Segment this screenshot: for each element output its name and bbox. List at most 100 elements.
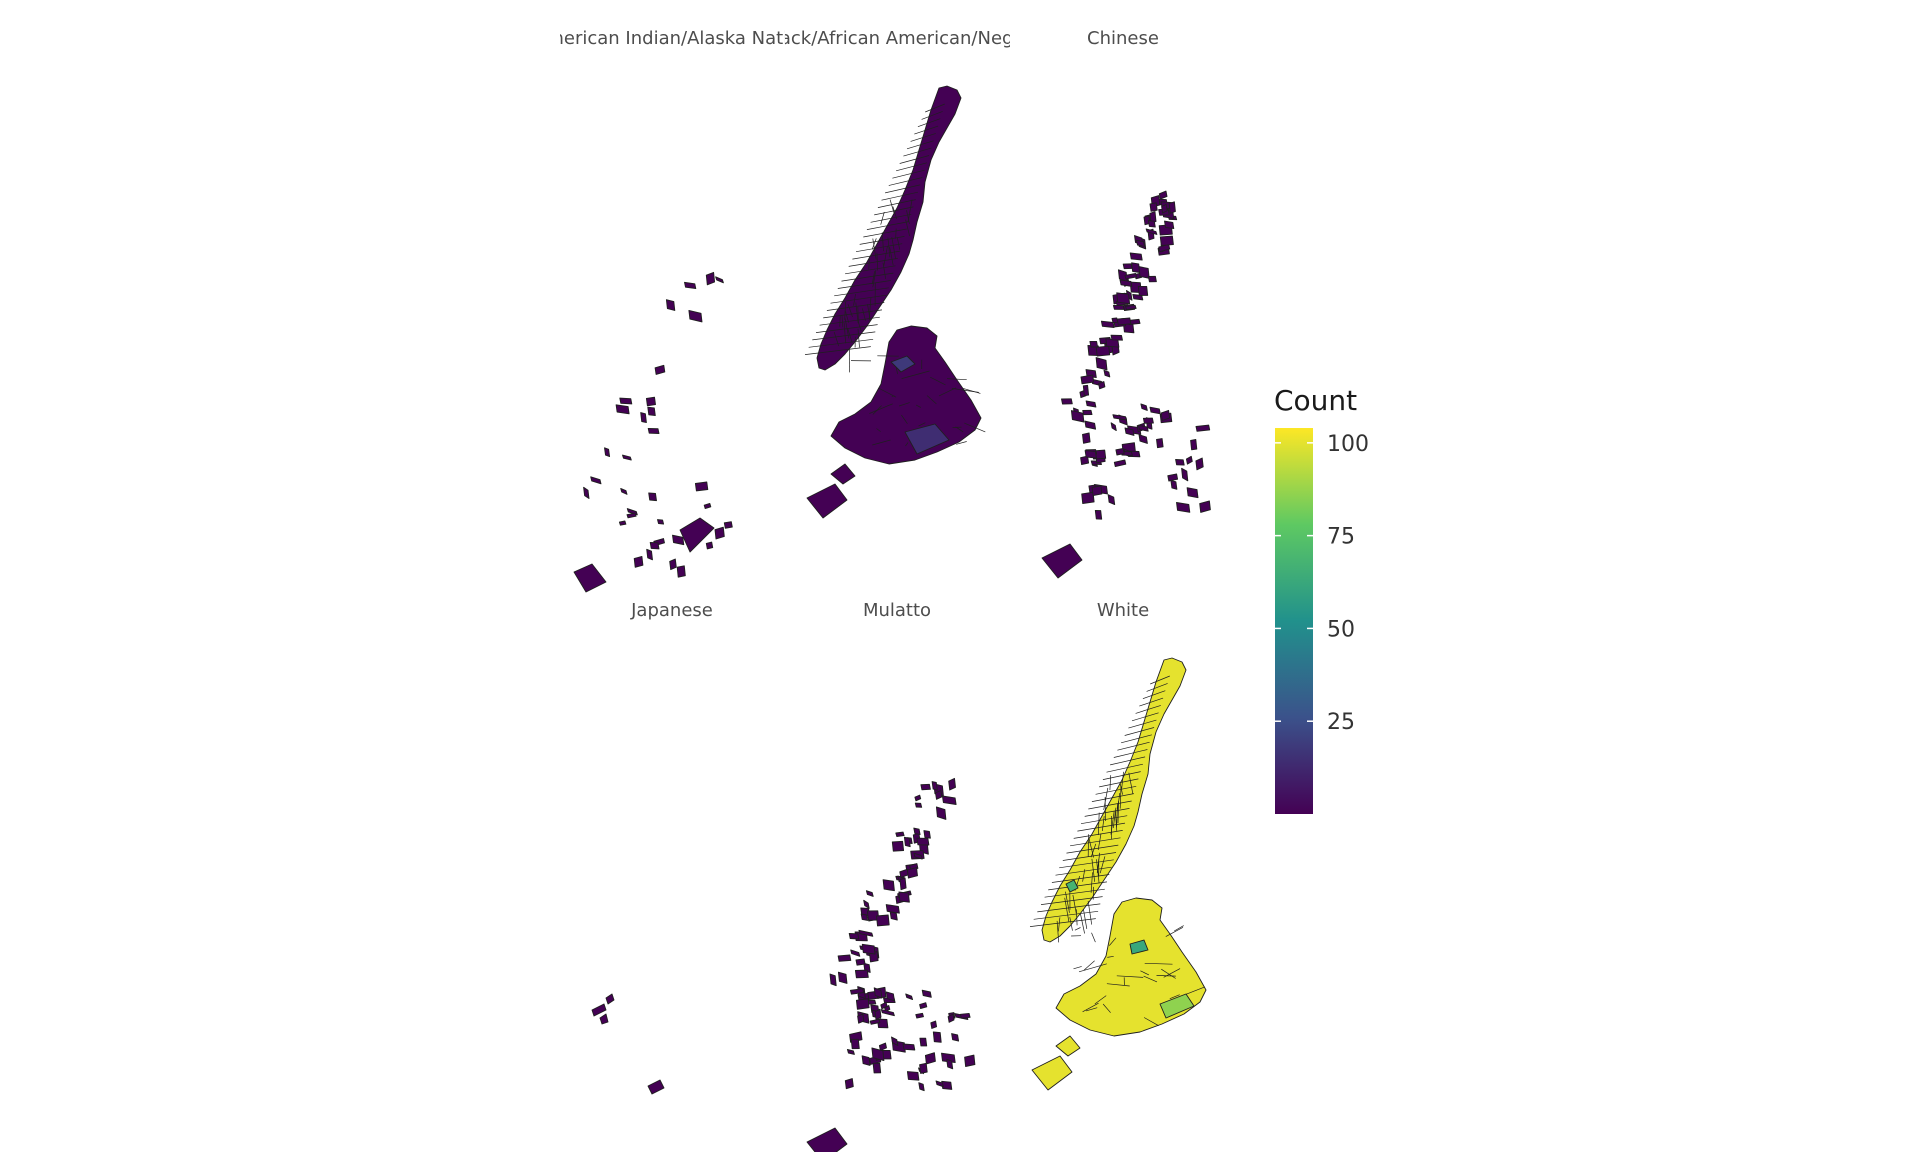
district-boundary — [1096, 852, 1101, 873]
district — [1185, 455, 1193, 465]
district-boundary — [963, 388, 981, 394]
district-boundary — [1116, 975, 1144, 978]
district-boundary — [867, 304, 871, 320]
district-boundary — [956, 441, 967, 445]
district — [1175, 459, 1185, 466]
district — [865, 890, 874, 897]
district — [1095, 345, 1111, 357]
district-boundary — [1150, 675, 1170, 685]
district-region-south — [1041, 543, 1083, 579]
district — [906, 867, 918, 879]
district — [1186, 487, 1199, 499]
district — [1160, 409, 1171, 421]
district-boundary — [889, 246, 894, 266]
district-boundary — [901, 414, 908, 424]
district — [1190, 439, 1198, 451]
district — [665, 299, 676, 311]
district-boundary — [871, 238, 877, 250]
district-region-south — [806, 483, 848, 519]
district — [684, 281, 697, 290]
district — [1082, 409, 1093, 416]
district — [648, 492, 657, 502]
district-boundary — [881, 191, 918, 201]
district-boundary — [1065, 891, 1070, 913]
district-region-east — [830, 325, 982, 465]
legend-tick-label: 50 — [1327, 617, 1355, 642]
district-boundary — [855, 302, 859, 323]
district — [676, 565, 686, 578]
district — [1156, 438, 1164, 449]
district — [705, 271, 716, 286]
district-boundary — [930, 376, 946, 386]
district-boundary — [1128, 719, 1157, 729]
district-boundary — [889, 199, 895, 214]
district-boundary — [1087, 900, 1093, 925]
district-boundary — [868, 257, 870, 270]
district — [863, 899, 870, 909]
district-boundary — [866, 221, 909, 230]
district — [1089, 340, 1099, 348]
district-boundary — [877, 199, 916, 208]
district — [591, 1003, 607, 1017]
district — [1136, 239, 1146, 247]
district-boundary — [857, 306, 859, 324]
district — [604, 447, 611, 458]
district — [647, 427, 660, 434]
district — [872, 1062, 882, 1074]
district-boundary — [871, 271, 876, 285]
district-boundary — [1056, 920, 1060, 943]
district — [837, 971, 848, 984]
district-boundary — [881, 232, 884, 252]
district — [1129, 252, 1143, 261]
map-panel-mulatto — [806, 777, 976, 1152]
district — [1107, 494, 1116, 506]
district-boundary — [1107, 955, 1114, 958]
district — [633, 555, 644, 568]
facet-title-chinese: Chinese — [1087, 28, 1159, 49]
district — [948, 777, 956, 791]
district-boundary — [1097, 833, 1102, 851]
district-boundary — [1066, 844, 1119, 854]
district-boundary — [870, 213, 912, 223]
district — [882, 879, 895, 892]
district-boundary — [882, 262, 887, 280]
district-boundary — [844, 301, 847, 320]
district-boundary — [1124, 727, 1155, 736]
district — [873, 987, 883, 999]
district — [1116, 317, 1132, 326]
district-boundary — [925, 103, 945, 113]
district — [1110, 334, 1123, 341]
district-boundary — [876, 252, 879, 271]
district-boundary — [1142, 690, 1166, 700]
district — [902, 1043, 916, 1051]
district — [654, 364, 666, 375]
district-boundary — [876, 428, 881, 432]
district — [913, 852, 923, 860]
district — [703, 502, 712, 510]
district-highlight — [1159, 993, 1195, 1019]
district-boundary — [1112, 807, 1117, 828]
district — [1158, 190, 1168, 200]
district — [1112, 414, 1127, 421]
district — [1080, 455, 1090, 466]
district — [885, 991, 895, 1002]
district-boundary — [1090, 872, 1093, 893]
district-boundary — [1085, 1007, 1098, 1012]
district — [645, 396, 656, 407]
district-boundary — [896, 237, 901, 250]
district — [1137, 285, 1149, 296]
district — [1167, 473, 1179, 482]
district-boundary — [918, 422, 926, 427]
district-boundary — [1083, 909, 1088, 929]
district — [951, 1033, 960, 1042]
district — [1095, 357, 1108, 371]
district-boundary — [1146, 683, 1168, 692]
district-boundary — [1058, 917, 1061, 932]
district — [891, 1036, 899, 1046]
district — [1149, 202, 1158, 212]
district-boundary — [1169, 994, 1180, 1000]
district-boundary — [1119, 786, 1122, 809]
district — [891, 840, 905, 852]
district — [672, 534, 685, 546]
